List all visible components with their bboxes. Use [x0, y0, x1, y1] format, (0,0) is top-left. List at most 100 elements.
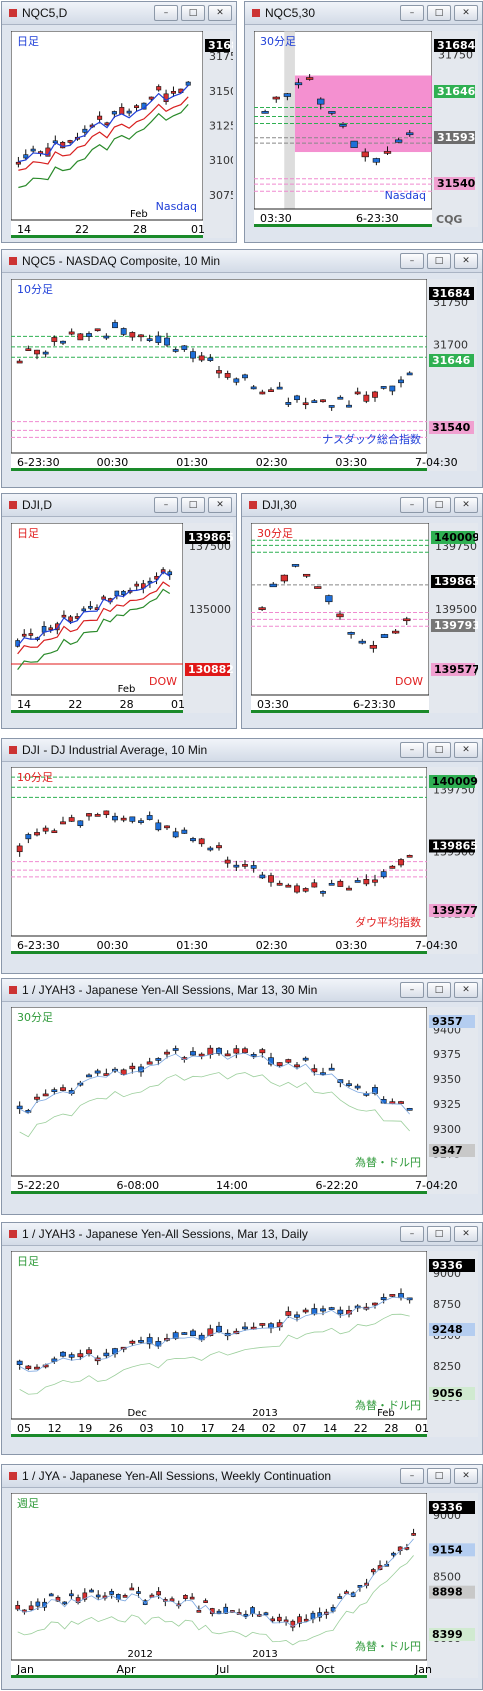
window-title-text: NQC5,D	[22, 6, 68, 20]
chart-plot[interactable]: 14222801Feb13750013500013250013986513088…	[11, 523, 233, 713]
restore-button[interactable]: □	[427, 5, 451, 21]
close-button[interactable]: ✕	[208, 5, 232, 21]
window-titlebar[interactable]: DJI,D – □ ✕	[2, 494, 236, 517]
price-tag	[429, 354, 474, 367]
x-tick-label: 12	[48, 1422, 62, 1435]
chart-window-icon	[249, 501, 257, 509]
minimize-button[interactable]: –	[400, 1468, 424, 1484]
candle-body	[337, 1309, 344, 1315]
chart-plot[interactable]: 05 12 19 26 03 10 17 24 02 07 14 22 28 01 Dec 2013 Feb 90…	[11, 1251, 478, 1437]
window-titlebar[interactable]: NQC5,D – □ ✕	[2, 2, 236, 25]
candle-body	[28, 633, 34, 636]
candle-body	[311, 1068, 318, 1073]
price-tag-label: 8898	[432, 1586, 463, 1599]
close-button[interactable]: ✕	[454, 982, 478, 998]
candle-body	[280, 574, 289, 582]
x-tick-label: Jul	[215, 1663, 229, 1676]
x-tick-label: 10	[170, 1422, 184, 1435]
window-titlebar[interactable]: NQC5,30 – □ ✕	[245, 2, 482, 25]
chart-plot[interactable]: JanAprJulOctJan2012201390008500800093369…	[11, 1493, 478, 1678]
candle-body	[389, 865, 396, 869]
chart-plot[interactable]: 03:306-23:303175031500316843164631593315…	[254, 31, 478, 227]
chart-window-icon	[252, 9, 260, 17]
restore-button[interactable]: □	[427, 497, 451, 513]
candle-body	[380, 386, 387, 389]
candle-body	[142, 1600, 148, 1606]
minimize-button[interactable]: –	[154, 5, 178, 21]
candle-body	[146, 1337, 153, 1345]
candle-body	[198, 838, 205, 845]
window-titlebar[interactable]: 1 / JYAH3 - Japanese Yen-All Sessions, M…	[2, 979, 482, 1002]
close-button[interactable]: ✕	[454, 497, 478, 513]
candle-body	[354, 391, 361, 395]
candle-body	[82, 128, 88, 133]
candle-body	[185, 81, 191, 86]
window-titlebar[interactable]: DJI - DJ Industrial Average, 10 Min – □ ✕	[2, 739, 482, 762]
minimize-button[interactable]: –	[400, 742, 424, 758]
x-tick-label: Jan	[16, 1663, 34, 1676]
chart-plot[interactable]: 5-22:20 6-08:00 14:00 6-22:20 7-04:209400937…	[11, 1007, 478, 1194]
chart-plot[interactable]: 03:306-23:301397501395001392501400091398…	[251, 523, 478, 713]
close-button[interactable]: ✕	[454, 1468, 478, 1484]
candle-body	[389, 1294, 396, 1297]
restore-button[interactable]: □	[427, 742, 451, 758]
restore-button[interactable]: □	[427, 1226, 451, 1242]
brand-logo: CQG	[436, 213, 462, 226]
minimize-button[interactable]: –	[154, 497, 178, 513]
minimize-button[interactable]: –	[400, 253, 424, 269]
restore-button[interactable]: □	[181, 497, 205, 513]
candle-body	[55, 1596, 61, 1602]
close-button[interactable]: ✕	[454, 1226, 478, 1242]
instrument-label: ダウ平均指数	[355, 915, 421, 929]
close-button[interactable]: ✕	[208, 497, 232, 513]
candle-body	[48, 1593, 54, 1597]
window-controls: – □ ✕	[151, 5, 232, 24]
price-tag	[429, 1501, 475, 1514]
minimize-button[interactable]: –	[400, 982, 424, 998]
candle-body	[51, 1358, 58, 1362]
minimize-button[interactable]: –	[400, 1226, 424, 1242]
candle-body	[314, 586, 322, 589]
candle-body	[358, 640, 366, 644]
candle-body	[389, 385, 396, 392]
chart-window-c8: 1 / JYAH3 - Japanese Yen-All Sessions, M…	[1, 1222, 483, 1455]
chart-plot[interactable]: 6-23:30 00:30 01:30 02:30 03:30 7-04:30139750…	[11, 767, 478, 954]
x-note-label: 2012	[127, 1649, 152, 1660]
candle-body	[354, 1085, 361, 1089]
candle-body	[60, 1087, 66, 1091]
window-title: 1 / JYAH3 - Japanese Yen-All Sessions, M…	[9, 983, 317, 997]
restore-button[interactable]: □	[427, 253, 451, 269]
window-titlebar[interactable]: DJI,30 – □ ✕	[242, 494, 482, 517]
y-tick-label: 31000	[209, 154, 233, 167]
y-tick-label: 31500	[209, 85, 233, 98]
candle-body	[302, 1057, 309, 1061]
candle-body	[363, 394, 370, 402]
candle-body	[398, 1101, 404, 1104]
candle-body	[16, 1105, 23, 1110]
window-titlebar[interactable]: NQC5 - NASDAQ Composite, 10 Min – □ ✕	[2, 250, 482, 273]
restore-button[interactable]: □	[181, 5, 205, 21]
restore-button[interactable]: □	[427, 982, 451, 998]
restore-button[interactable]: □	[427, 1468, 451, 1484]
candle-body	[68, 1354, 75, 1358]
candle-body	[103, 1352, 110, 1357]
x-tick-label: 6-23:30	[17, 939, 60, 952]
candle-body	[190, 1330, 196, 1337]
candle-body	[109, 1591, 114, 1595]
candle-body	[42, 1093, 49, 1097]
y-tick-label: 8250	[433, 1360, 461, 1373]
minimize-button[interactable]: –	[400, 5, 424, 21]
close-button[interactable]: ✕	[454, 5, 478, 21]
x-tick-label: 22	[354, 1422, 368, 1435]
price-tag	[434, 85, 475, 98]
candle-body	[242, 374, 248, 379]
window-title-text: NQC5,30	[265, 6, 316, 20]
chart-plot[interactable]: 14 22 28 01 Feb 31750 31500 31250 31000 30750 3168…	[11, 31, 233, 238]
close-button[interactable]: ✕	[454, 742, 478, 758]
window-titlebar[interactable]: 1 / JYAH3 - Japanese Yen-All Sessions, M…	[2, 1223, 482, 1246]
close-button[interactable]: ✕	[454, 253, 478, 269]
window-titlebar[interactable]: 1 / JYA - Japanese Yen-All Sessions, Wee…	[2, 1465, 482, 1488]
chart-plot[interactable]: 6-23:30 00:30 01:30 02:30 03:30 7-04:30317503…	[11, 279, 477, 471]
minimize-button[interactable]: –	[400, 497, 424, 513]
window-controls: – □ ✕	[151, 497, 232, 516]
